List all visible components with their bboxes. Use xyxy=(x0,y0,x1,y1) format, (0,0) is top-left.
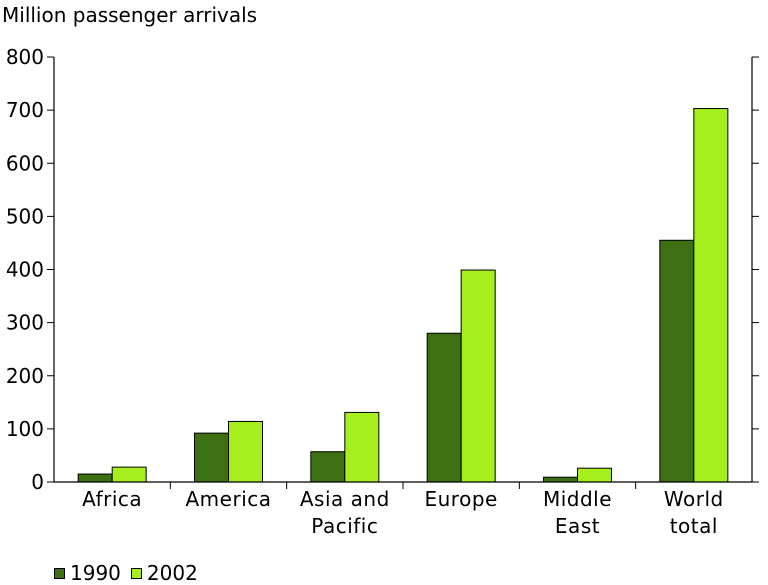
bars-group xyxy=(77,108,729,483)
legend-label-1990: 1990 xyxy=(70,561,121,585)
legend-item-2002: 2002 xyxy=(130,561,198,585)
y-tick-labels: 0 100 200 300 400 500 600 700 800 xyxy=(6,45,44,494)
y-axis-title: Million passenger arrivals xyxy=(2,3,257,27)
bar-1990-middle-east xyxy=(543,476,578,483)
legend-item-1990: 1990 xyxy=(54,561,121,585)
y-tick-label: 300 xyxy=(6,311,44,335)
x-tick-label: Europe xyxy=(424,487,497,511)
bar-2002-america xyxy=(228,420,263,483)
bar-2002-asia-and-pacific xyxy=(344,411,380,483)
y-tick-label: 400 xyxy=(6,258,44,282)
bar-2002-europe xyxy=(460,269,496,483)
x-tick-label: Africa xyxy=(82,487,142,511)
legend-swatch-1990 xyxy=(54,567,65,579)
x-tick-label: America xyxy=(186,487,272,511)
bar-2002-world-total xyxy=(693,108,729,483)
y-tick-label: 800 xyxy=(6,45,44,69)
bar-1990-world-total xyxy=(659,239,695,483)
axes-group xyxy=(47,56,759,489)
bar-1990-africa xyxy=(77,473,113,483)
legend-label-2002: 2002 xyxy=(146,561,198,585)
x-tick-labels: Africa America Asia and Pacific Europe Middle… xyxy=(82,487,724,538)
y-tick-label: 200 xyxy=(6,364,44,388)
x-tick-label: Middle East xyxy=(543,487,612,538)
bar-2002-africa xyxy=(111,466,147,483)
y-tick-label: 600 xyxy=(6,151,44,175)
bar-2002-middle-east xyxy=(577,467,612,483)
bar-1990-america xyxy=(194,432,229,483)
bar-1990-europe xyxy=(426,332,462,483)
x-tick-label: Asia and Pacific xyxy=(300,487,390,538)
legend: 1990 2002 xyxy=(54,561,208,585)
legend-swatch-2002 xyxy=(130,567,142,579)
y-tick-label: 700 xyxy=(6,98,44,122)
bar-1990-asia-and-pacific xyxy=(310,451,346,483)
y-tick-label: 500 xyxy=(6,204,44,228)
y-tick-label: 0 xyxy=(31,470,44,494)
y-tick-label: 100 xyxy=(6,417,44,441)
x-tick-label: World total xyxy=(664,487,724,538)
